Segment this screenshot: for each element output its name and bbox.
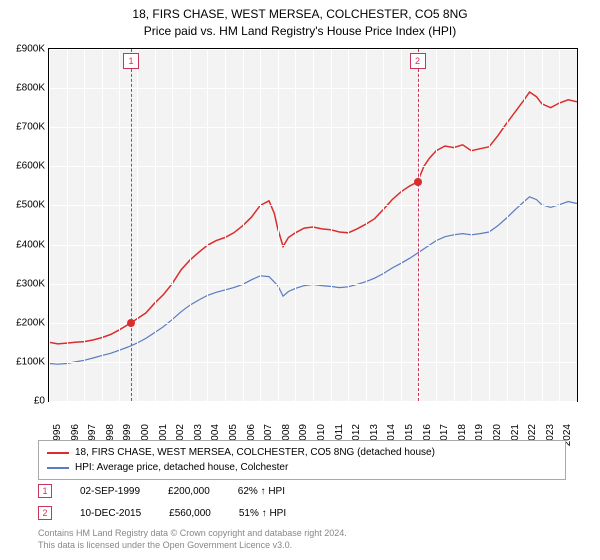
sale-marker-box: 2	[38, 506, 52, 520]
sale-row: 2 10-DEC-2015 £560,000 51% ↑ HPI	[38, 506, 286, 520]
gridline-v	[278, 49, 279, 401]
title-line1: 18, FIRS CHASE, WEST MERSEA, COLCHESTER,…	[0, 6, 600, 23]
legend-row: 18, FIRS CHASE, WEST MERSEA, COLCHESTER,…	[47, 445, 557, 460]
marker-dot	[414, 178, 422, 186]
gridline-v	[225, 49, 226, 401]
legend: 18, FIRS CHASE, WEST MERSEA, COLCHESTER,…	[38, 440, 566, 480]
gridline-v	[542, 49, 543, 401]
marker-dot	[127, 319, 135, 327]
gridline-v	[102, 49, 103, 401]
sale-row: 1 02-SEP-1999 £200,000 62% ↑ HPI	[38, 484, 285, 498]
gridline-h	[49, 401, 577, 402]
gridline-v	[366, 49, 367, 401]
legend-label: HPI: Average price, detached house, Colc…	[75, 460, 288, 475]
gridline-v	[331, 49, 332, 401]
gridline-v	[454, 49, 455, 401]
marker-line	[131, 49, 132, 401]
chart-area: £0£100K£200K£300K£400K£500K£600K£700K£80…	[48, 48, 578, 402]
gridline-v	[295, 49, 296, 401]
gridline-v	[155, 49, 156, 401]
gridline-v	[419, 49, 420, 401]
marker-box: 2	[410, 53, 426, 69]
y-tick-label: £700K	[1, 122, 45, 133]
title-block: 18, FIRS CHASE, WEST MERSEA, COLCHESTER,…	[0, 0, 600, 40]
gridline-v	[119, 49, 120, 401]
y-tick-label: £0	[1, 396, 45, 407]
gridline-v	[137, 49, 138, 401]
y-tick-label: £300K	[1, 278, 45, 289]
gridline-v	[559, 49, 560, 401]
legend-row: HPI: Average price, detached house, Colc…	[47, 460, 557, 475]
license-line1: Contains HM Land Registry data © Crown c…	[38, 528, 347, 540]
gridline-v	[507, 49, 508, 401]
sale-pct: 62% ↑ HPI	[238, 486, 285, 497]
gridline-v	[67, 49, 68, 401]
gridline-v	[243, 49, 244, 401]
sale-date: 02-SEP-1999	[80, 486, 140, 497]
sale-price: £560,000	[169, 508, 211, 519]
legend-swatch	[47, 467, 69, 469]
y-tick-label: £100K	[1, 356, 45, 367]
gridline-v	[207, 49, 208, 401]
y-tick-label: £600K	[1, 161, 45, 172]
gridline-v	[348, 49, 349, 401]
sale-date: 10-DEC-2015	[80, 508, 141, 519]
sale-pct: 51% ↑ HPI	[239, 508, 286, 519]
gridline-v	[260, 49, 261, 401]
gridline-v	[524, 49, 525, 401]
gridline-v	[172, 49, 173, 401]
y-tick-label: £400K	[1, 239, 45, 250]
title-line2: Price paid vs. HM Land Registry's House …	[0, 23, 600, 40]
gridline-v	[471, 49, 472, 401]
legend-label: 18, FIRS CHASE, WEST MERSEA, COLCHESTER,…	[75, 445, 435, 460]
gridline-v	[313, 49, 314, 401]
license-text: Contains HM Land Registry data © Crown c…	[38, 528, 347, 551]
marker-line	[418, 49, 419, 401]
gridline-v	[383, 49, 384, 401]
sale-marker-box: 1	[38, 484, 52, 498]
y-tick-label: £200K	[1, 317, 45, 328]
gridline-v	[489, 49, 490, 401]
gridline-v	[401, 49, 402, 401]
y-tick-label: £500K	[1, 200, 45, 211]
sale-price: £200,000	[168, 486, 210, 497]
marker-box: 1	[123, 53, 139, 69]
y-tick-label: £800K	[1, 83, 45, 94]
chart-container: 18, FIRS CHASE, WEST MERSEA, COLCHESTER,…	[0, 0, 600, 560]
gridline-v	[84, 49, 85, 401]
license-line2: This data is licensed under the Open Gov…	[38, 540, 347, 552]
gridline-v	[190, 49, 191, 401]
legend-swatch	[47, 452, 69, 454]
gridline-v	[436, 49, 437, 401]
gridline-v	[49, 49, 50, 401]
y-tick-label: £900K	[1, 44, 45, 55]
